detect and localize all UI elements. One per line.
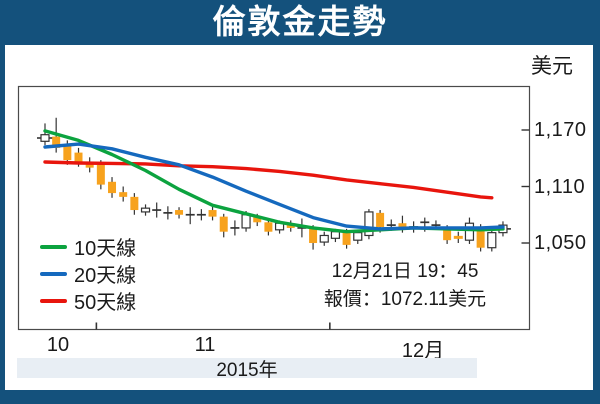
legend: 10天線 20天線 50天線	[40, 233, 136, 314]
quote-price: 報價：1072.11美元	[323, 289, 487, 310]
x-axis-month-label: 11	[194, 334, 216, 356]
y-axis-tick-label: 1,110	[534, 176, 586, 198]
frame-edge-left	[0, 0, 5, 404]
title-bar: 倫敦金走勢	[0, 0, 600, 45]
legend-label: 50天線	[74, 292, 137, 314]
legend-line-green-icon	[40, 244, 67, 249]
x-axis-month-label: 10	[46, 334, 70, 356]
y-axis-tick-label: 1,170	[534, 119, 587, 141]
legend-label: 20天線	[74, 265, 137, 287]
quote-block: 12月21日 19：45 報價：1072.11美元	[295, 258, 515, 314]
frame-edge-bottom	[0, 390, 600, 404]
x-axis-month-label: 12月	[401, 340, 445, 362]
legend-item-10day: 10天線	[40, 233, 136, 260]
y-axis-tick-label: 1,050	[534, 232, 587, 254]
year-band: 2015年	[17, 358, 477, 381]
y-axis-unit-label: 美元	[531, 55, 573, 78]
legend-item-50day: 50天線	[40, 287, 136, 314]
legend-line-blue-icon	[40, 271, 67, 276]
page-title: 倫敦金走勢	[212, 3, 388, 40]
legend-line-red-icon	[40, 298, 67, 303]
legend-item-20day: 20天線	[40, 260, 136, 287]
legend-label: 10天線	[74, 238, 137, 260]
frame-edge-right	[593, 0, 600, 404]
quote-datetime: 12月21日 19：45	[331, 261, 479, 282]
